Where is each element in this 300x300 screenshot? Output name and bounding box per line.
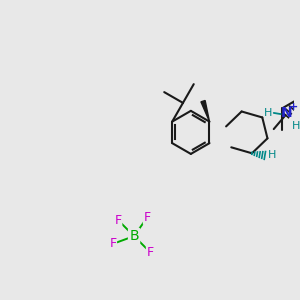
Text: H: H (292, 121, 300, 131)
Text: F: F (143, 211, 151, 224)
Text: H: H (268, 150, 276, 161)
Text: F: F (115, 214, 122, 227)
Text: F: F (146, 245, 154, 259)
Text: F: F (110, 237, 116, 250)
Polygon shape (201, 100, 209, 122)
Text: +: + (289, 102, 298, 112)
Text: N: N (281, 106, 292, 120)
Text: H: H (263, 108, 272, 118)
Text: B: B (129, 229, 139, 243)
